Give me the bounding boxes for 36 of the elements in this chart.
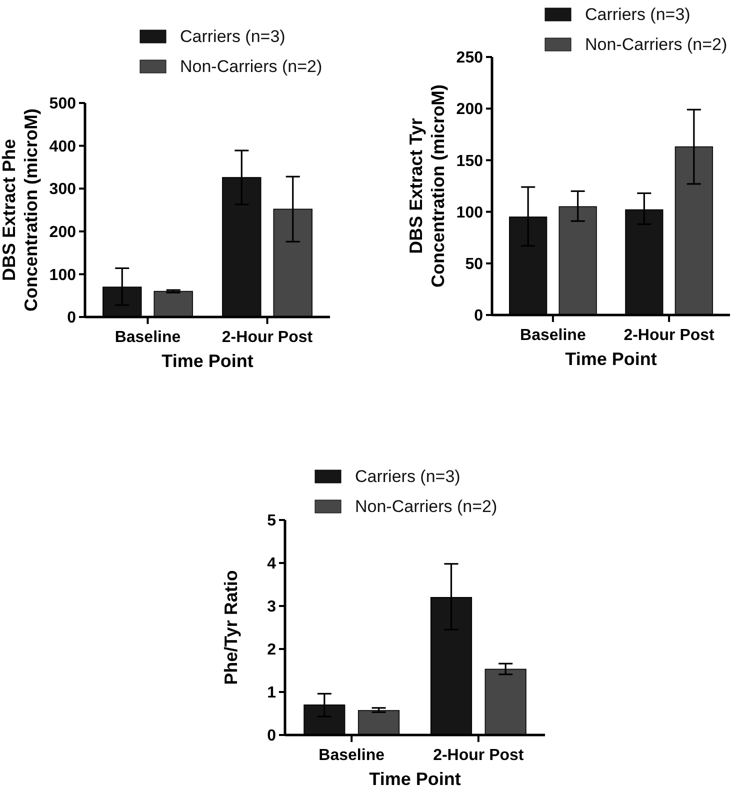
- y-tick-label: 50: [465, 256, 484, 273]
- y-axis-title: DBS Extract Tyr Concentration (microM): [406, 84, 448, 288]
- y-tick-label: 300: [49, 181, 76, 198]
- x-axis-title: Time Point: [162, 351, 254, 371]
- legend-label: Carriers (n=3): [355, 467, 460, 486]
- x-axis-title: Time Point: [369, 769, 461, 789]
- y-tick-label: 150: [456, 152, 484, 170]
- legend-label: Non-Carriers (n=2): [585, 35, 728, 54]
- legend-label: Carriers (n=3): [585, 5, 690, 24]
- y-tick-label: 0: [267, 728, 276, 745]
- legend-label: Non-Carriers (n=2): [355, 497, 498, 516]
- y-tick-label: 100: [49, 266, 76, 284]
- y-axis-title: Phe/Tyr Ratio: [221, 570, 241, 685]
- x-axis-title: Time Point: [565, 349, 657, 369]
- y-tick-label: 4: [267, 556, 276, 573]
- y-tick-label: 2: [267, 642, 276, 659]
- y-tick-label: 250: [456, 50, 484, 67]
- x-tick-label: 2-Hour Post: [624, 327, 716, 344]
- y-tick-label: 200: [49, 224, 76, 241]
- legend-label: Non-Carriers (n=2): [180, 57, 322, 76]
- y-tick-label: 0: [474, 308, 484, 325]
- x-tick-label: Baseline: [318, 747, 385, 764]
- legend-label: Carriers (n=3): [180, 27, 286, 46]
- y-axis-title: DBS Extract Phe Concentration (microM): [0, 108, 41, 312]
- y-tick-label: 400: [49, 138, 76, 156]
- y-tick-label: 200: [456, 101, 484, 118]
- x-tick-label: 2-Hour Post: [433, 747, 524, 764]
- x-tick-label: Baseline: [520, 327, 586, 344]
- x-tick-label: 2-Hour Post: [222, 329, 314, 346]
- y-tick-label: 0: [67, 310, 76, 327]
- y-tick-label: 100: [456, 204, 484, 222]
- y-tick-label: 5: [267, 512, 276, 530]
- y-tick-label: 3: [267, 598, 276, 616]
- y-tick-label: 1: [267, 684, 276, 702]
- y-tick-label: 500: [49, 96, 76, 113]
- x-tick-label: Baseline: [114, 329, 181, 346]
